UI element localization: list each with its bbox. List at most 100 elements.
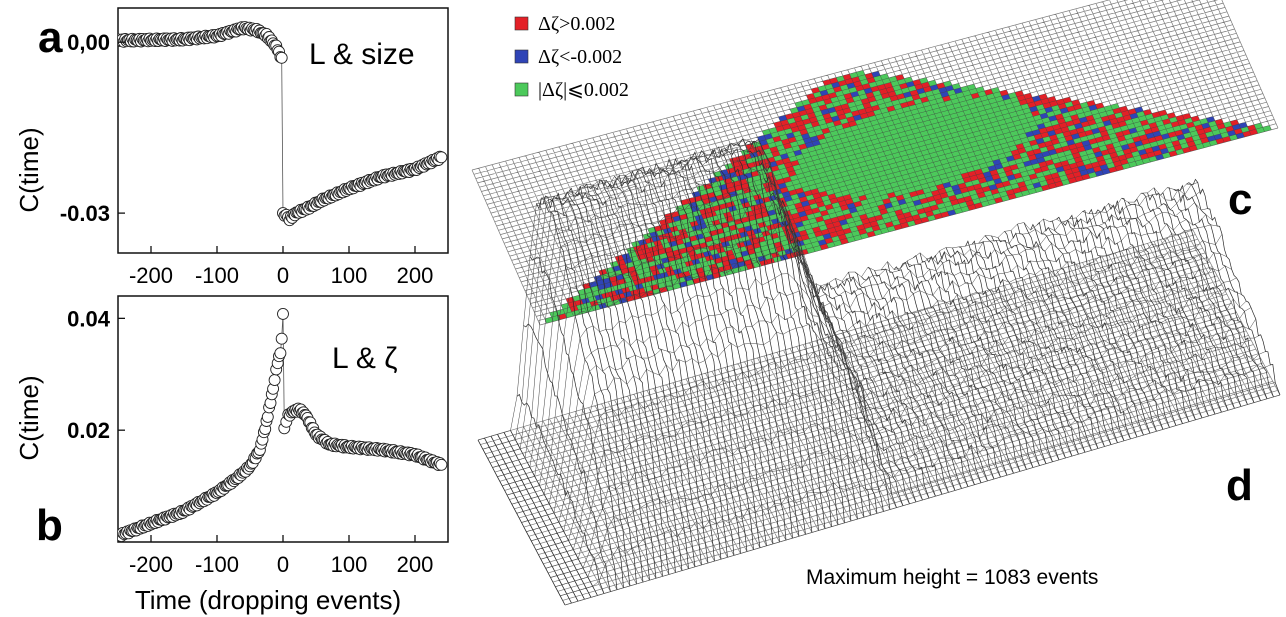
mesh-cell (951, 83, 961, 90)
annotation-b: L & ζ (332, 342, 397, 375)
mesh-cell (975, 86, 985, 93)
mesh-cell (967, 83, 976, 91)
data-point (435, 458, 448, 471)
x-tick-label: -200 (129, 263, 173, 288)
mesh-cell (1214, 118, 1224, 126)
data-point (275, 332, 288, 345)
surface-contour (516, 248, 1232, 514)
surface-contour (535, 307, 1252, 551)
data-point (268, 374, 281, 387)
x-tick-label: -200 (129, 552, 173, 577)
x-tick-label: 0 (277, 552, 289, 577)
panel-c: Δζ>0.002 Δζ<-0.002 |Δζ|⩽0.002 c (471, 0, 1279, 326)
x-tick-label: -100 (195, 263, 239, 288)
mesh-cell (1062, 96, 1072, 104)
legend-label: |Δζ|⩽0.002 (538, 79, 629, 101)
surface-contour (564, 394, 1281, 606)
mesh-cell (1071, 99, 1081, 106)
x-tick-label: 100 (331, 552, 368, 577)
surface-contour (555, 364, 1271, 587)
surface-contour (526, 287, 1242, 532)
mesh-cell (1166, 112, 1176, 119)
mesh-cell (1014, 90, 1024, 97)
data-point (435, 151, 448, 164)
mesh-cell (919, 77, 929, 84)
mesh-cell (1047, 96, 1057, 103)
surface-contour (492, 149, 1208, 468)
y-tick-label: 0,00 (67, 30, 110, 55)
mesh-cell (1190, 115, 1200, 123)
panel-a: -200 -100 0 100 200 0,00 -0.03 a L & size C(t… (14, 7, 449, 288)
series-a (118, 21, 448, 227)
mesh-cell (1238, 122, 1248, 129)
mesh-cell (1119, 105, 1129, 113)
mesh-cell (1086, 100, 1096, 107)
legend-swatch (514, 82, 529, 97)
surface-contour (531, 298, 1247, 542)
surface-contour (521, 273, 1237, 523)
surface-contour (560, 382, 1276, 597)
mesh-cell (1095, 102, 1105, 110)
surface-contour (477, 143, 1194, 441)
mesh-cell (990, 87, 1000, 94)
mesh-cell (1262, 125, 1272, 132)
mesh-cell (856, 70, 866, 77)
mesh-cell (927, 79, 937, 87)
y-tick-label: 0.04 (67, 306, 111, 331)
y-tick-label: 0.02 (67, 418, 110, 443)
series-b (118, 307, 448, 542)
mesh-cell (903, 76, 913, 84)
mesh-cell (1143, 109, 1152, 116)
mesh-cell (1023, 92, 1033, 100)
y-tick-label: -0.03 (60, 201, 110, 226)
surface-contour (540, 318, 1257, 560)
mesh-cell (943, 80, 953, 88)
x-tick-label: 200 (397, 552, 434, 577)
y-axis-a: 0,00 -0.03 (60, 30, 125, 226)
data-point (275, 51, 288, 64)
surface-contour (506, 201, 1223, 496)
height-surface-d (477, 138, 1281, 606)
legend-swatch (514, 16, 529, 31)
y-axis-label-b: C(time) (14, 375, 44, 460)
y-axis-label-a: C(time) (14, 127, 44, 212)
surface-contour (497, 162, 1213, 477)
legend: Δζ>0.002 Δζ<-0.002 |Δζ|⩽0.002 (514, 13, 629, 101)
mesh-cell (871, 71, 881, 78)
x-axis-label-b: Time (dropping events) (135, 585, 401, 615)
colored-region-c (544, 70, 1272, 324)
legend-swatch (514, 49, 529, 64)
panel-label-b: b (36, 501, 63, 550)
mesh-cell (1182, 113, 1192, 120)
mesh-cell (999, 89, 1009, 97)
surface-contour (545, 334, 1261, 569)
surface-contour (502, 183, 1218, 487)
mesh-cell (1158, 109, 1168, 117)
mesh-cell (1230, 119, 1239, 126)
y-axis-b: 0.02 0.04 (67, 306, 125, 443)
panel-d: d Maximum height = 1083 events (477, 138, 1281, 606)
data-point (274, 347, 287, 360)
x-tick-label: -100 (195, 552, 239, 577)
legend-label: Δζ<-0.002 (538, 46, 622, 68)
panel-label-c: c (1228, 175, 1252, 224)
mesh-cell (1253, 122, 1263, 130)
surface-contour (511, 224, 1227, 505)
panel-label-d: d (1226, 461, 1253, 510)
caption-d: Maximum height = 1083 events (806, 566, 1098, 589)
surface-contour (550, 351, 1266, 578)
panel-label-a: a (38, 13, 63, 62)
annotation-a: L & size (309, 38, 415, 71)
legend-label: Δζ>0.002 (538, 13, 615, 35)
x-axis-b: -200 -100 0 100 200 (129, 535, 433, 577)
mesh-cell (1206, 116, 1216, 123)
surface-contour (482, 138, 1198, 450)
surface-contour (487, 141, 1203, 459)
mesh-cell (1110, 103, 1120, 110)
x-tick-label: 200 (397, 263, 434, 288)
x-tick-label: 100 (331, 263, 368, 288)
x-axis-a: -200 -100 0 100 200 (129, 246, 433, 288)
data-point (277, 307, 289, 320)
panel-b: -200 -100 0 100 200 0.02 0.04 b L & ζ C(time)… (14, 295, 449, 615)
